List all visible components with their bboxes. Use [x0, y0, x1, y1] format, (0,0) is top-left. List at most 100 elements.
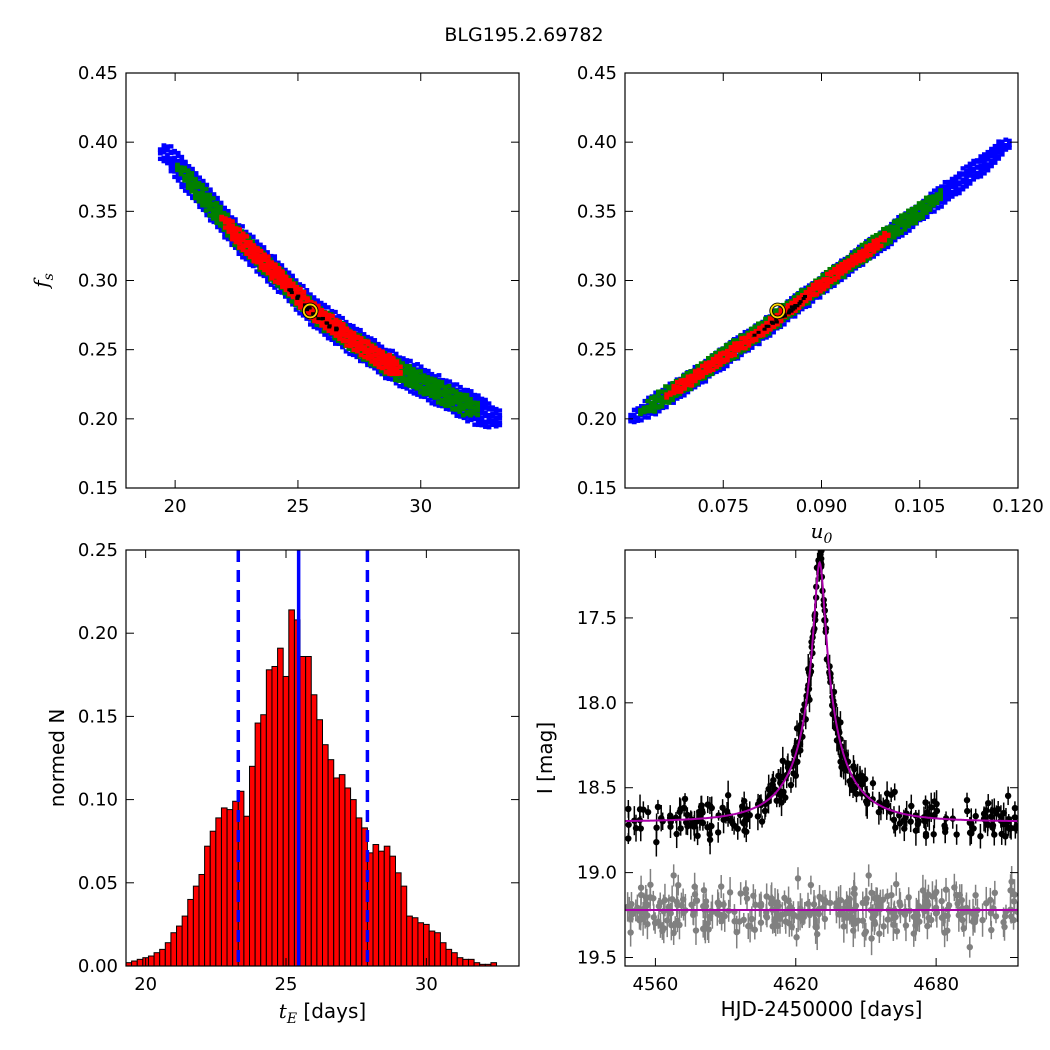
density-cell: [200, 197, 205, 202]
density-cell: [866, 237, 872, 243]
density-cell: [157, 147, 163, 152]
density-cell: [1006, 145, 1012, 150]
density-cell: [909, 209, 915, 214]
density-cell: [475, 403, 481, 409]
y-axis-label: fs: [29, 273, 57, 290]
data-point: [938, 897, 945, 905]
density-cell: [978, 154, 984, 159]
density-cell: [664, 395, 670, 400]
y-axis-label: I [mag]: [533, 722, 557, 794]
density-cell: [682, 386, 687, 391]
density-cell: [336, 341, 342, 347]
data-point: [852, 902, 860, 910]
density-cell: [857, 253, 862, 259]
density-cell: [393, 381, 399, 386]
density-cell: [325, 336, 331, 341]
density-cell: [631, 415, 637, 420]
density-cell: [916, 212, 922, 217]
histogram-bar: [327, 759, 335, 967]
data-point: [1004, 792, 1012, 800]
density-cell: [414, 369, 420, 374]
density-cell: [730, 356, 736, 361]
data-point: [680, 804, 688, 812]
density-cell: [290, 293, 296, 298]
density-cell: [913, 204, 918, 210]
density-cell: [648, 395, 654, 401]
density-cell: [450, 407, 455, 412]
density-cell: [433, 402, 438, 407]
density-cell: [884, 241, 890, 246]
density-cell: [678, 385, 684, 391]
density-cell: [410, 376, 416, 381]
density-cell: [493, 415, 499, 420]
density-cell: [379, 344, 385, 349]
density-cell: [850, 258, 855, 263]
density-cell: [210, 201, 216, 207]
density-cell: [193, 173, 199, 178]
density-cell: [703, 365, 709, 370]
density-cell: [885, 244, 891, 250]
density-cell: [730, 338, 736, 343]
density-cell: [390, 371, 396, 376]
density-cell: [439, 401, 445, 407]
density-cell: [956, 175, 962, 180]
density-cell: [468, 409, 473, 415]
density-cell: [222, 208, 228, 213]
density-cell: [889, 221, 894, 227]
density-cell: [725, 358, 730, 363]
density-cell: [655, 397, 661, 402]
density-cell: [282, 290, 288, 296]
density-cell: [659, 398, 665, 404]
density-cell: [279, 263, 285, 268]
density-cell: [161, 158, 167, 164]
data-point: [804, 900, 812, 907]
density-cell: [839, 264, 845, 270]
density-cell: [203, 208, 209, 213]
data-point: [850, 763, 857, 770]
density-cell: [421, 385, 427, 391]
density-cell: [767, 322, 773, 327]
density-cell: [490, 414, 495, 419]
density-cell: [888, 224, 893, 229]
density-cell: [789, 296, 794, 301]
density-cell: [493, 417, 499, 423]
density-cell: [207, 218, 213, 223]
density-cell: [939, 199, 944, 205]
density-cell: [898, 229, 904, 234]
data-point: [727, 817, 734, 824]
density-cell: [410, 382, 416, 388]
data-point: [977, 833, 984, 840]
data-point: [647, 881, 654, 888]
density-cell: [653, 390, 659, 395]
density-cell: [332, 336, 338, 341]
density-cell: [244, 249, 250, 254]
density-cell: [286, 270, 292, 275]
data-point: [664, 917, 671, 924]
density-cell: [414, 372, 420, 377]
density-cell: [700, 372, 705, 378]
density-cell: [387, 371, 393, 377]
density-cell: [244, 234, 250, 239]
density-cell: [778, 307, 784, 313]
data-point: [740, 916, 747, 924]
density-cell: [439, 380, 445, 385]
density-peak-cell: [325, 321, 330, 325]
density-cell: [996, 139, 1002, 144]
data-point: [673, 830, 680, 838]
density-cell: [953, 174, 959, 179]
density-cell: [329, 337, 335, 343]
density-cell: [934, 196, 940, 201]
data-point: [892, 824, 899, 831]
density-peak-cell: [756, 330, 761, 334]
data-point: [890, 816, 898, 824]
math-subscript: 0: [823, 531, 832, 547]
density-cell: [799, 306, 805, 312]
density-cell: [254, 241, 260, 247]
density-cell: [465, 419, 470, 424]
density-cell: [265, 254, 271, 259]
density-cell: [475, 393, 481, 398]
density-cell: [237, 240, 242, 246]
density-cell: [695, 363, 701, 369]
density-cell: [814, 284, 820, 289]
density-cell: [287, 278, 292, 283]
